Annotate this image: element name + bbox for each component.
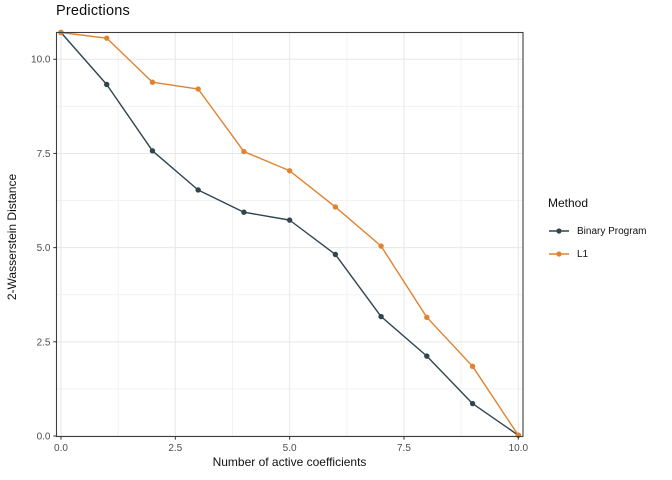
data-point-l1	[332, 204, 339, 210]
x-tick-label: 5.0	[283, 443, 297, 454]
data-point-binary-program	[332, 251, 339, 258]
legend-items: Binary Program L1	[548, 224, 668, 261]
x-axis-title: Number of active coefficients	[212, 455, 367, 469]
data-point-l1	[104, 35, 110, 41]
data-point-l1	[241, 148, 247, 155]
data-point-l1	[469, 363, 476, 370]
legend-item-label: L1	[577, 248, 589, 260]
data-point-binary-program	[195, 187, 201, 193]
legend-item-binary-program: Binary Program	[548, 224, 668, 238]
x-tick-label: 10.0	[509, 443, 529, 454]
chart-title: Predictions	[56, 3, 130, 19]
data-point-binary-program	[241, 209, 247, 215]
legend: Method Binary Program L1	[548, 196, 668, 270]
data-point-l1	[195, 86, 201, 92]
legend-key-icon	[549, 228, 569, 234]
data-point-l1	[149, 79, 156, 85]
legend-item-l1: L1	[548, 247, 668, 261]
y-tick-label: 7.5	[37, 149, 51, 160]
data-point-l1	[424, 314, 430, 321]
data-point-binary-program	[424, 353, 430, 359]
data-point-binary-program	[286, 217, 293, 223]
data-point-l1	[286, 168, 293, 174]
legend-key-point	[556, 228, 562, 234]
x-tick-label: 7.5	[397, 443, 411, 454]
data-point-binary-program	[149, 148, 156, 154]
y-tick-label: 10.0	[31, 55, 51, 66]
data-point-binary-program	[378, 313, 384, 320]
y-tick-label: 2.5	[37, 337, 51, 348]
x-tick-label: 0.0	[54, 443, 68, 454]
legend-item-label: Binary Program	[577, 225, 647, 237]
data-point-l1	[378, 243, 384, 249]
legend-key-point	[556, 251, 562, 257]
legend-key-icon	[549, 251, 569, 257]
y-axis-title: 2-Wasserstein Distance	[5, 173, 19, 301]
y-tick-label: 0.0	[37, 432, 51, 443]
legend-title: Method	[548, 196, 589, 210]
data-point-binary-program	[469, 400, 476, 407]
x-tick-label: 2.5	[168, 443, 182, 454]
data-point-binary-program	[104, 81, 110, 88]
y-tick-label: 5.0	[37, 243, 51, 254]
